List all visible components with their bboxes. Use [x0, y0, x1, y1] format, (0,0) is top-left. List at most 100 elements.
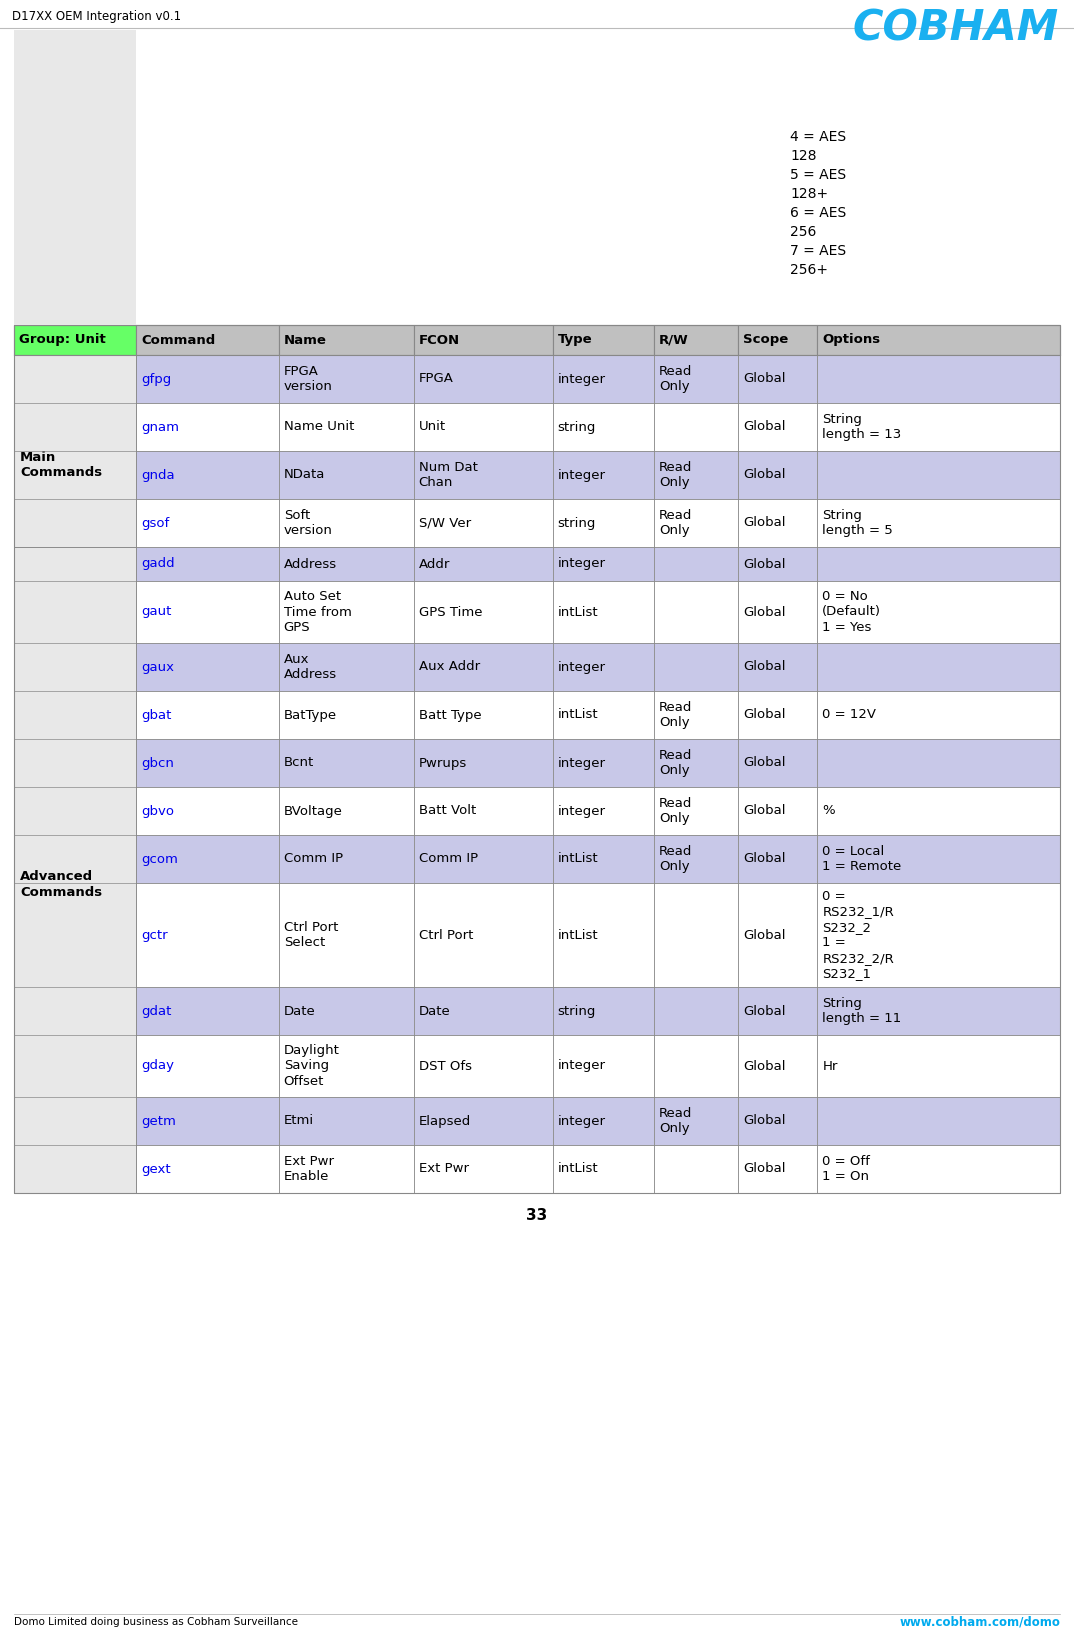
Bar — [553, 835, 654, 883]
Bar — [817, 740, 1060, 787]
Bar — [278, 643, 413, 690]
Text: Unit: Unit — [419, 421, 446, 434]
Bar — [14, 580, 136, 643]
Text: gday: gday — [142, 1059, 174, 1072]
Text: getm: getm — [142, 1115, 176, 1128]
Bar — [14, 740, 136, 787]
Bar — [654, 1036, 738, 1097]
Text: Hr: Hr — [823, 1059, 838, 1072]
Bar — [413, 403, 553, 450]
Bar — [14, 403, 136, 450]
Text: NData: NData — [284, 469, 325, 482]
Bar — [14, 355, 136, 547]
Text: S/W Ver: S/W Ver — [419, 516, 470, 529]
Bar — [817, 787, 1060, 835]
Bar — [738, 740, 817, 787]
Bar — [553, 883, 654, 986]
Text: integer: integer — [557, 373, 606, 385]
Text: 128: 128 — [790, 150, 816, 163]
Bar — [738, 547, 817, 580]
Bar — [14, 355, 136, 403]
Bar — [654, 403, 738, 450]
Text: Date: Date — [284, 1004, 316, 1018]
Text: Global: Global — [743, 661, 785, 674]
Bar — [14, 547, 136, 1194]
Bar — [738, 1144, 817, 1194]
Text: Read
Only: Read Only — [659, 700, 693, 730]
Text: integer: integer — [557, 756, 606, 769]
Bar — [278, 1097, 413, 1144]
Bar — [14, 500, 136, 547]
Bar — [14, 326, 1060, 1194]
Bar — [553, 1097, 654, 1144]
Bar — [413, 1144, 553, 1194]
Bar — [14, 690, 136, 740]
Bar — [136, 355, 278, 403]
Bar — [413, 643, 553, 690]
Bar — [413, 355, 553, 403]
Text: FPGA
version: FPGA version — [284, 365, 333, 393]
Text: gaux: gaux — [142, 661, 174, 674]
Bar — [553, 690, 654, 740]
Bar — [553, 326, 654, 355]
Text: gext: gext — [142, 1162, 171, 1175]
Bar — [817, 883, 1060, 986]
Text: Batt Volt: Batt Volt — [419, 804, 476, 817]
Bar — [14, 787, 136, 835]
Bar — [738, 690, 817, 740]
Bar — [738, 835, 817, 883]
Text: GPS Time: GPS Time — [419, 605, 482, 618]
Bar — [14, 1144, 136, 1194]
Text: Name: Name — [284, 334, 326, 347]
Text: Read
Only: Read Only — [659, 797, 693, 825]
Bar — [413, 740, 553, 787]
Text: Group: Unit: Group: Unit — [19, 334, 105, 347]
Text: 5 = AES: 5 = AES — [790, 168, 846, 182]
Text: 256: 256 — [790, 225, 816, 238]
Text: Main
Commands: Main Commands — [20, 450, 102, 480]
Bar — [654, 787, 738, 835]
Bar — [278, 450, 413, 500]
Text: gcom: gcom — [142, 853, 178, 865]
Bar — [14, 450, 136, 500]
Bar — [654, 580, 738, 643]
Bar — [278, 740, 413, 787]
Text: gbat: gbat — [142, 709, 172, 722]
Text: Global: Global — [743, 1115, 785, 1128]
Text: String
length = 13: String length = 13 — [823, 413, 901, 441]
Text: Global: Global — [743, 1162, 785, 1175]
Text: Comm IP: Comm IP — [419, 853, 478, 865]
Text: integer: integer — [557, 804, 606, 817]
Text: Auto Set
Time from
GPS: Auto Set Time from GPS — [284, 590, 351, 635]
Bar — [413, 580, 553, 643]
Text: Scope: Scope — [743, 334, 788, 347]
Text: Pwrups: Pwrups — [419, 756, 467, 769]
Text: Read
Only: Read Only — [659, 508, 693, 538]
Text: intList: intList — [557, 929, 598, 942]
Bar — [654, 740, 738, 787]
Bar — [817, 450, 1060, 500]
Bar — [136, 1097, 278, 1144]
Bar — [738, 883, 817, 986]
Text: Global: Global — [743, 421, 785, 434]
Text: integer: integer — [557, 557, 606, 570]
Text: Soft
version: Soft version — [284, 508, 333, 538]
Text: Read
Only: Read Only — [659, 460, 693, 490]
Text: Global: Global — [743, 469, 785, 482]
Bar — [654, 835, 738, 883]
Text: Global: Global — [743, 804, 785, 817]
Bar — [413, 547, 553, 580]
Bar — [136, 1144, 278, 1194]
Bar — [14, 1097, 136, 1144]
Text: gnam: gnam — [142, 421, 179, 434]
Text: Address: Address — [284, 557, 337, 570]
Text: intList: intList — [557, 1162, 598, 1175]
Bar — [136, 450, 278, 500]
Bar — [738, 326, 817, 355]
Text: Global: Global — [743, 929, 785, 942]
Text: DST Ofs: DST Ofs — [419, 1059, 471, 1072]
Text: Ctrl Port: Ctrl Port — [419, 929, 473, 942]
Text: Etmi: Etmi — [284, 1115, 314, 1128]
Bar — [14, 547, 136, 580]
Text: 4 = AES: 4 = AES — [790, 130, 846, 145]
